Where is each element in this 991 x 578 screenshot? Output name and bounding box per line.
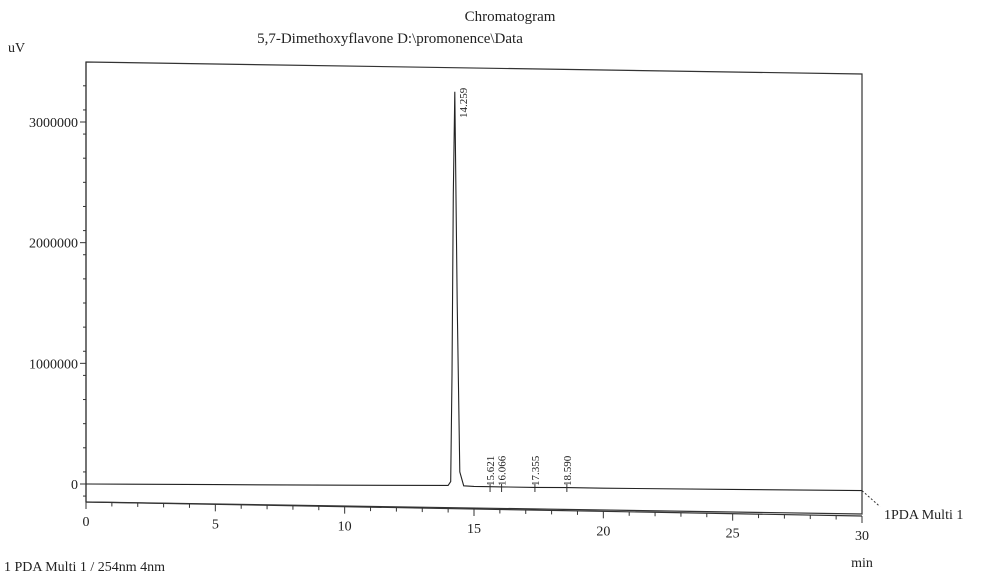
peak-label: 14.259 — [458, 87, 470, 118]
x-tick-label: 0 — [83, 515, 90, 530]
plot-frame — [85, 61, 863, 515]
peak-label: 18.590 — [562, 455, 574, 486]
trace-label: 1PDA Multi 1 — [884, 508, 963, 523]
chart-title: Chromatogram — [465, 9, 556, 25]
trace-pointer — [861, 490, 881, 508]
y-tick-label: 0 — [71, 478, 78, 493]
detector-footer: 1 PDA Multi 1 / 254nm 4nm — [4, 560, 165, 573]
chart-subtitle: 5,7-Dimethoxyflavone D:\promonence\Data — [257, 31, 523, 47]
y-tick-label: 2000000 — [29, 237, 78, 252]
y-tick-label: 1000000 — [29, 357, 78, 372]
marks-group: 14.259 15.621 16.066 17.355 18.590 — [85, 87, 881, 508]
peak-label: 16.066 — [497, 455, 509, 486]
series-line — [85, 91, 863, 492]
x-tick-label: 20 — [596, 524, 610, 539]
peak-label: 15.621 — [485, 456, 497, 486]
x-tick-label: 25 — [726, 527, 740, 542]
x-tick-label: 15 — [467, 522, 481, 537]
axes-group: 0 5 10 15 20 25 30 0 1000000 2000000 3000000 — [29, 61, 869, 544]
peak-label: 17.355 — [530, 455, 542, 486]
y-tick-label: 3000000 — [29, 116, 78, 131]
x-axis-label: min — [851, 556, 873, 571]
x-tick-label: 5 — [212, 517, 219, 532]
x-tick-label: 10 — [338, 520, 352, 535]
y-axis-label: uV — [8, 41, 25, 56]
x-tick-label: 30 — [855, 529, 869, 544]
